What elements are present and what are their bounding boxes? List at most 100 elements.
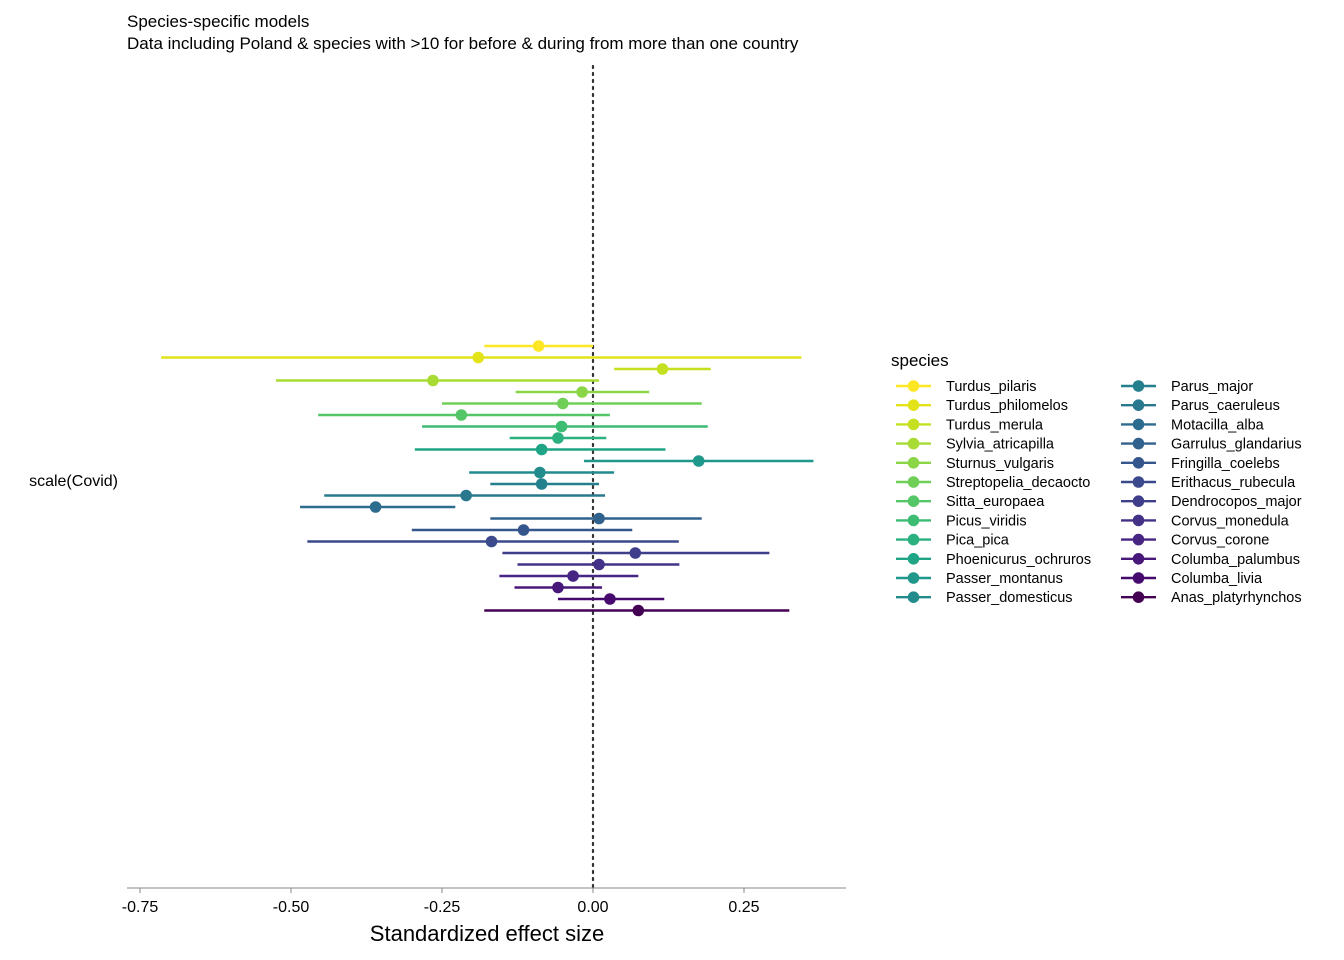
estimate-point (576, 386, 588, 398)
estimate-point (604, 593, 616, 605)
legend-item-Parus_caeruleus: Parus_caeruleus (1121, 398, 1280, 414)
estimate-point (593, 558, 605, 571)
series-Corvus_corone (499, 570, 639, 582)
legend-key-point (1132, 495, 1145, 508)
series-Columba_livia (557, 593, 665, 605)
legend-item-Corvus_corone: Corvus_corone (1121, 533, 1269, 549)
series-Turdus_pilaris (484, 340, 593, 352)
legend-key-point (1132, 457, 1145, 469)
series-Motacilla_alba (300, 501, 456, 513)
legend-key-point (907, 591, 920, 603)
estimate-point (534, 466, 546, 479)
estimate-point (485, 535, 498, 548)
series-Sitta_europaea (318, 409, 610, 421)
estimate-point (593, 512, 605, 525)
legend-label: Sylvia_atricapilla (946, 437, 1055, 453)
legend-key-point (1132, 418, 1145, 431)
chart-subtitle: Data including Poland & species with >10… (127, 34, 799, 53)
legend-item-Erithacus_rubecula: Erithacus_rubecula (1121, 475, 1296, 491)
legend-label: Motacilla_alba (1171, 417, 1265, 433)
legend-label: Fringilla_coelebs (1171, 456, 1280, 472)
legend-label: Sturnus_vulgaris (946, 456, 1054, 472)
estimate-point (552, 432, 564, 444)
legend-label: Corvus_corone (1171, 533, 1269, 549)
x-tick-label: -0.75 (122, 899, 159, 916)
series-Sylvia_atricapilla (275, 374, 600, 387)
legend-key-point (907, 572, 920, 584)
legend-key-point (907, 418, 920, 431)
legend-label: Sitta_europaea (946, 494, 1045, 510)
estimate-point (567, 570, 579, 582)
estimate-point (369, 501, 382, 513)
series-Columba_palumbus (514, 581, 603, 594)
legend-key-point (1132, 591, 1145, 603)
legend-item-Parus_major: Parus_major (1121, 379, 1253, 395)
estimate-point (692, 455, 705, 467)
legend-item-Streptopelia_decaocto: Streptopelia_decaocto (896, 475, 1090, 491)
legend-label: Parus_caeruleus (1171, 398, 1280, 414)
y-category-label: scale(Covid) (29, 473, 118, 490)
legend-key-point (907, 514, 920, 527)
legend-key-point (907, 457, 920, 469)
legend-title: species (891, 351, 949, 370)
legend-key-point (1132, 572, 1145, 584)
legend-label: Turdus_pilaris (946, 379, 1037, 395)
x-tick-label: 0.25 (728, 899, 759, 916)
series-Corvus_monedula (517, 558, 680, 571)
legend-label: Turdus_merula (946, 417, 1044, 433)
legend-key-point (907, 399, 920, 412)
legend-key-point (1132, 476, 1145, 488)
estimate-point (517, 524, 530, 536)
estimate-point (427, 374, 439, 387)
legend-label: Phoenicurus_ochruros (946, 552, 1091, 568)
series-Passer_domesticus (469, 466, 615, 479)
estimate-point (632, 604, 645, 617)
legend-label: Picus_viridis (946, 513, 1027, 529)
legend-label: Pica_pica (946, 533, 1010, 549)
legend-item-Turdus_pilaris: Turdus_pilaris (896, 379, 1037, 395)
series-Pica_pica (509, 432, 607, 444)
legend-item-Dendrocopos_major: Dendrocopos_major (1121, 494, 1302, 510)
legend-key-point (907, 380, 920, 392)
x-tick-label: 0.00 (577, 899, 608, 916)
legend-key-point (1132, 437, 1145, 450)
chart-title: Species-specific models (127, 12, 309, 31)
estimate-point (455, 409, 468, 421)
series-Fringilla_coelebs (411, 524, 633, 536)
x-tick-label: -0.25 (424, 899, 461, 916)
legend-label: Dendrocopos_major (1171, 494, 1302, 510)
estimate-point (460, 489, 472, 502)
legend-label: Streptopelia_decaocto (946, 475, 1090, 491)
series-Parus_major (490, 478, 600, 490)
estimate-point (552, 581, 564, 594)
legend-label: Turdus_philomelos (946, 398, 1068, 414)
legend-item-Corvus_monedula: Corvus_monedula (1121, 513, 1290, 529)
legend-item-Passer_montanus: Passer_montanus (896, 571, 1063, 587)
estimate-point (656, 363, 669, 375)
legend-item-Passer_domesticus: Passer_domesticus (896, 590, 1073, 606)
series-Anas_platyrhynchos (484, 604, 790, 617)
legend-key-point (1132, 380, 1145, 392)
legend-label: Passer_montanus (946, 571, 1063, 587)
legend-item-Anas_platyrhynchos: Anas_platyrhynchos (1121, 590, 1302, 606)
legend-label: Erithacus_rubecula (1171, 475, 1296, 491)
x-tick-label: -0.50 (273, 899, 310, 916)
series-Turdus_merula (614, 363, 711, 375)
series-Erithacus_rubecula (307, 535, 679, 548)
x-axis-title: Standardized effect size (370, 921, 604, 946)
series-Phoenicurus_ochruros (414, 443, 666, 456)
series-Picus_viridis (422, 420, 708, 433)
legend-key-point (1132, 533, 1145, 546)
legend-key-point (907, 553, 920, 565)
legend-key-point (907, 533, 920, 546)
estimate-point (629, 547, 642, 559)
estimate-point (472, 351, 485, 364)
estimate-point (535, 478, 548, 490)
legend-item-Garrulus_glandarius: Garrulus_glandarius (1121, 437, 1302, 453)
estimate-point (555, 420, 568, 433)
plot-area: -0.75 -0.50 -0.25 0.00 0.25 (122, 64, 846, 916)
series-Garrulus_glandarius (490, 512, 702, 525)
legend-item-Columba_palumbus: Columba_palumbus (1121, 552, 1300, 568)
legend-item-Fringilla_coelebs: Fringilla_coelebs (1121, 456, 1280, 472)
